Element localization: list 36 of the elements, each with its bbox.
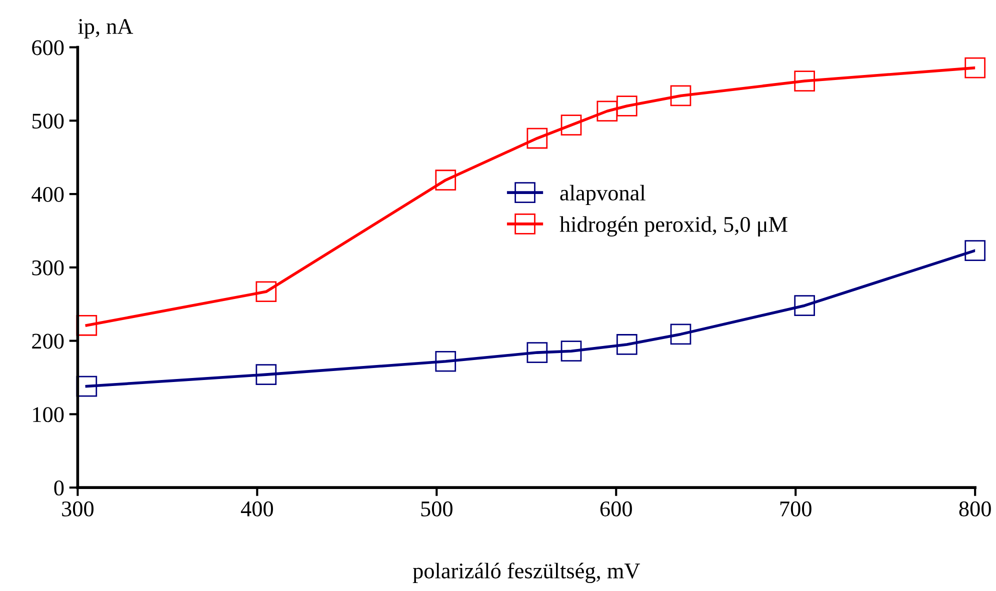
point xyxy=(616,96,638,116)
point xyxy=(526,342,548,363)
point xyxy=(256,364,277,385)
point xyxy=(76,314,98,336)
point xyxy=(670,85,692,106)
legend-label: alapvonal xyxy=(560,184,646,206)
point xyxy=(560,114,582,136)
x-tick-label: 600 xyxy=(600,501,632,516)
point xyxy=(560,340,582,362)
point xyxy=(76,376,98,397)
point xyxy=(794,295,815,316)
point xyxy=(256,281,277,302)
point xyxy=(435,170,456,191)
point xyxy=(964,57,986,78)
x-tick-label: 500 xyxy=(421,501,452,516)
x-tick-label: 700 xyxy=(780,501,812,516)
point xyxy=(794,70,815,92)
y-tick-label: 600 xyxy=(32,40,64,56)
point xyxy=(526,128,548,149)
y-tick-label: 200 xyxy=(32,334,64,349)
x-tick-label: 300 xyxy=(62,501,94,516)
y-tick-label: 500 xyxy=(32,114,64,129)
point xyxy=(670,324,692,345)
x-tick-label: 400 xyxy=(240,501,273,516)
y-tick-label: 100 xyxy=(33,407,64,422)
x-tick-label: 800 xyxy=(959,501,991,516)
point xyxy=(616,334,638,355)
point xyxy=(964,240,986,261)
legend-label: hidrogén peroxid, 5,0 μM xyxy=(560,216,788,237)
y-axis-title: ip, nA xyxy=(78,19,134,38)
y-tick-label: 0 xyxy=(54,480,64,496)
point xyxy=(435,350,456,372)
point xyxy=(596,100,618,122)
y-tick-label: 400 xyxy=(32,186,64,202)
y-tick-label: 300 xyxy=(32,260,64,276)
x-axis-title: polarizáló feszültség, mV xyxy=(412,562,640,584)
